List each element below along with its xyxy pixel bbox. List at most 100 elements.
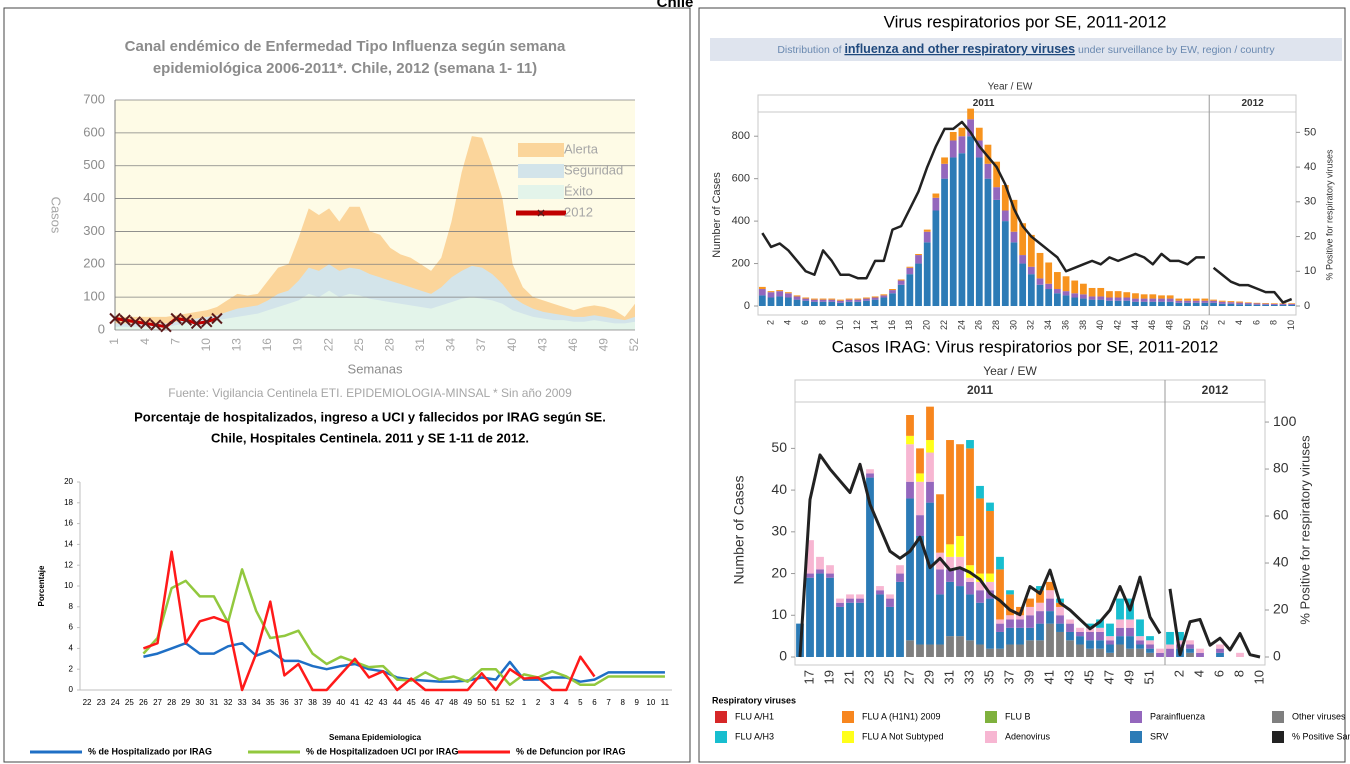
bar-segment <box>1096 627 1104 632</box>
legend-label: Adenovirus <box>1005 731 1051 741</box>
bar-segment <box>845 299 853 302</box>
bar-segment <box>1086 623 1094 628</box>
bar-segment <box>826 577 834 657</box>
bar-segment <box>1106 644 1114 653</box>
x-tick-label: 1 <box>107 338 121 345</box>
bar-segment <box>828 298 836 300</box>
x-tick-label: 32 <box>1026 320 1036 330</box>
bar-segment <box>941 157 948 164</box>
y-tick-label: 14 <box>64 540 73 549</box>
y-tick-label: 400 <box>732 215 750 227</box>
x-tick-label: 26 <box>974 320 984 330</box>
x-tick-label: 28 <box>167 698 176 707</box>
bar-segment <box>816 556 824 570</box>
y2-tick-label: 10 <box>1304 265 1316 277</box>
x-tick-label: 25 <box>125 698 134 707</box>
bar-segment <box>1010 231 1018 243</box>
bar-segment <box>906 415 914 436</box>
bar-segment <box>946 569 954 582</box>
x-tick-label: 4 <box>564 698 569 707</box>
bar-segment <box>916 473 924 482</box>
legend-label: Other viruses <box>1292 711 1346 721</box>
bar-segment <box>1006 644 1014 657</box>
bar-segment <box>863 297 870 299</box>
bar-segment <box>846 598 854 603</box>
y-tick-label: 18 <box>64 498 73 507</box>
bar-segment <box>871 297 879 300</box>
legend-label: FLU A (H1N1) 2009 <box>862 711 941 721</box>
bar-segment <box>816 573 824 657</box>
x-tick-label: 24 <box>111 698 120 707</box>
bar-segment <box>949 140 957 158</box>
bar-segment <box>767 291 775 293</box>
x-axis-label: Semana Epidemiologica <box>329 733 422 742</box>
y-tick-label: 20 <box>771 564 787 580</box>
group-label: 2011 <box>967 383 993 397</box>
bar-segment <box>1166 631 1174 645</box>
bar-segment <box>946 581 954 637</box>
bar-segment <box>1046 611 1054 624</box>
y2-tick-label: 20 <box>1304 230 1316 242</box>
x-tick-label: 8 <box>817 320 827 325</box>
subtitle-link[interactable]: influenza and other respiratory viruses <box>844 42 1075 56</box>
bar-segment <box>856 602 864 657</box>
bar-segment <box>936 644 944 657</box>
bar-segment <box>1146 644 1154 649</box>
x-tick-label: 10 <box>1251 670 1266 684</box>
bar-segment <box>926 440 934 453</box>
x-tick-label: 7 <box>606 698 611 707</box>
legend-label: % de Hospitalizadoen UCI por IRAG <box>306 746 459 756</box>
point-marker <box>119 314 131 326</box>
point-marker <box>180 314 193 326</box>
bar-segment <box>967 119 974 137</box>
bar-segment <box>932 210 940 306</box>
bar-segment <box>1270 304 1278 306</box>
x-tick-label: 43 <box>1061 670 1076 684</box>
legend-label: FLU A/H1 <box>735 711 774 721</box>
bar-segment <box>1086 631 1094 641</box>
bar-segment <box>1045 283 1053 290</box>
bar-segment <box>1076 631 1084 637</box>
bar-segment <box>1132 293 1139 299</box>
bar-segment <box>986 510 994 574</box>
y-tick-label: 100 <box>83 289 105 304</box>
bar-segment <box>793 295 801 297</box>
bar-segment <box>1288 303 1296 305</box>
bar-segment <box>1056 606 1064 616</box>
x-tick-label: 18 <box>904 320 914 330</box>
bar-segment <box>1016 619 1024 628</box>
bar-segment <box>1186 640 1194 645</box>
x-tick-label: 2 <box>1171 670 1186 677</box>
bar-segment <box>1106 652 1114 657</box>
bar-segment <box>896 573 904 582</box>
bar-segment <box>1045 289 1053 306</box>
x-tick-label: 37 <box>1001 670 1016 684</box>
x-tick-label: 12 <box>852 320 862 330</box>
bar-segment <box>986 581 994 591</box>
bar-segment <box>1126 627 1134 637</box>
y-tick-label: 4 <box>69 644 74 653</box>
x-tick-label: 37 <box>294 698 303 707</box>
bar-segment <box>1166 644 1174 649</box>
bar-segment <box>906 444 914 482</box>
bar-segment <box>1176 631 1184 641</box>
bar-segment <box>1156 652 1164 657</box>
x-tick-label: 25 <box>352 338 366 352</box>
bar-segment <box>1288 303 1296 304</box>
bar-segment <box>1156 648 1164 653</box>
bar-segment <box>1036 590 1044 603</box>
bar-segment <box>776 291 784 297</box>
bar-segment <box>776 290 784 292</box>
bar-segment <box>866 473 874 478</box>
legend-label: SRV <box>1150 731 1168 741</box>
bar-segment <box>1006 615 1014 620</box>
bar-segment <box>871 296 879 298</box>
bar-segment <box>856 598 864 603</box>
bar-segment <box>1106 636 1114 641</box>
bar-segment <box>1026 598 1034 607</box>
y-tick-label: 200 <box>732 257 750 269</box>
bar-segment <box>1126 648 1134 657</box>
legend-label: Seguridad <box>564 162 623 177</box>
bar-segment <box>1279 304 1287 306</box>
bar-segment <box>956 569 964 587</box>
